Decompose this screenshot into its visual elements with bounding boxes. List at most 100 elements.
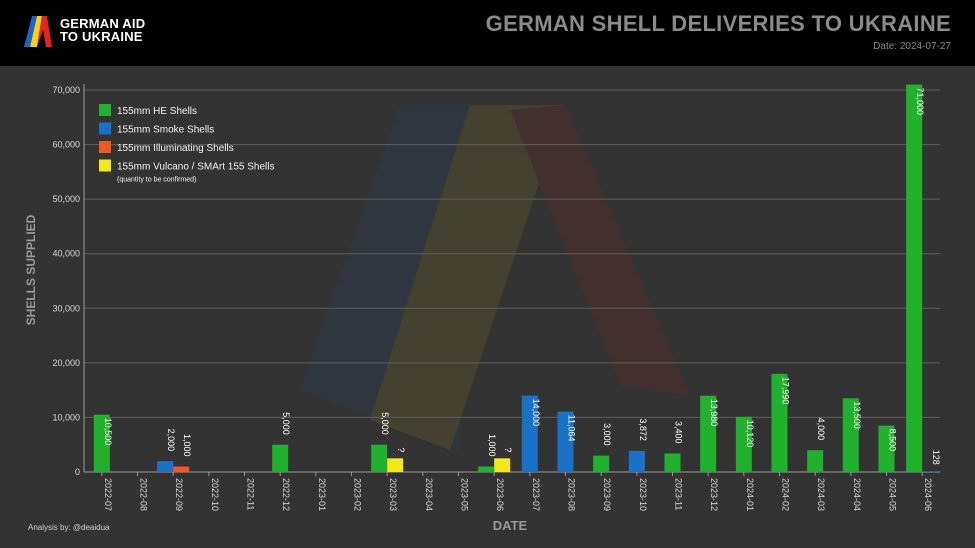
bar-smoke-2022-09: [157, 461, 174, 472]
bar-value-label: 8,500: [888, 429, 898, 452]
legend-note: (quantity to be confirmed): [117, 177, 196, 184]
x-tick-label: 2024-02: [781, 478, 791, 511]
bar-value-label: 17,990: [781, 377, 791, 405]
legend-swatch-vulcano: [99, 159, 111, 172]
x-tick-label: 2024-05: [888, 478, 898, 511]
bar-value-label: 1,000: [487, 434, 497, 457]
y-tick-label: 60,000: [52, 140, 80, 150]
bar-smoke-2024-06: [922, 471, 939, 472]
y-tick-label: 20,000: [52, 358, 80, 368]
bar-value-label: 11,064: [567, 415, 577, 442]
bar-value-label: 2,000: [166, 429, 176, 452]
legend-swatch-smoke: [99, 122, 111, 135]
chart-date: Date: 2024-07-27: [873, 41, 951, 52]
bar-value-label: 14,000: [531, 399, 541, 427]
bar-value-label: ?: [396, 447, 406, 452]
x-tick-label: 2023-08: [567, 478, 577, 511]
x-tick-label: 2024-01: [745, 478, 755, 511]
y-tick-label: 50,000: [52, 194, 80, 204]
bar-value-label: 4,000: [816, 418, 826, 441]
x-tick-label: 2022-10: [210, 478, 220, 511]
logo-line-1: GERMAN AID: [60, 16, 146, 31]
x-tick-label: 2022-12: [281, 478, 291, 511]
bar-smoke-2023-08: [557, 411, 574, 472]
aid-logo-icon: [24, 16, 52, 47]
x-tick-label: 2023-05: [460, 478, 470, 511]
legend-label-smoke: 155mm Smoke Shells: [117, 125, 214, 136]
bar-he-2023-11: [664, 453, 681, 472]
legend-swatch-he: [99, 104, 111, 116]
x-tick-label: 2023-01: [317, 478, 327, 511]
bar-illum-2022-09: [173, 466, 190, 472]
x-tick-label: 2023-09: [602, 478, 612, 511]
legend: 155mm HE Shells 155mm Smoke Shells 155mm I…: [99, 104, 274, 184]
bar-vulcano-2023-03: [387, 458, 404, 472]
y-axis: 0 10,000 20,000 30,000 40,000 50,000 60,000 70,…: [52, 84, 85, 477]
x-tick-label: 2023-03: [388, 478, 398, 511]
bar-he-2022-12: [272, 444, 289, 472]
chart-title: GERMAN SHELL DELIVERIES TO UKRAINE: [485, 11, 951, 36]
bar-he-2023-09: [593, 455, 610, 472]
watermark-logo: [300, 105, 690, 450]
bar-chart: 0 10,000 20,000 30,000 40,000 50,000 60,000 70,…: [24, 84, 941, 533]
legend-label-illum: 155mm Illuminating Shells: [117, 143, 234, 154]
logo-line-2: TO UKRAINE: [60, 29, 143, 44]
x-axis-title: DATE: [493, 518, 528, 533]
bar-he-2024-06: [906, 84, 923, 473]
bars: 10,500 2,000 1,000 5,000 5,000? 1,000 ? 14,000 1…: [93, 84, 941, 473]
bar-he-2023-12: [700, 395, 717, 472]
bar-value-label: 10,120: [745, 420, 755, 448]
bar-he-2023-06: [478, 466, 495, 472]
bar-he-2024-04: [842, 398, 859, 472]
bar-value-label: 1,000: [182, 434, 192, 457]
y-tick-label: 30,000: [52, 303, 80, 313]
x-tick-label: 2023-04: [424, 478, 434, 511]
legend-swatch-illum: [99, 141, 111, 153]
y-tick-label: 0: [75, 467, 80, 477]
x-tick-label: 2022-11: [246, 478, 256, 510]
bar-value-label: 13,500: [852, 401, 862, 429]
logo-text: GERMAN AID TO UKRAINE: [60, 17, 145, 43]
legend-label-he: 155mm HE Shells: [117, 106, 197, 117]
bar-value-label: 10,500: [103, 418, 113, 446]
x-tick-label: 2024-06: [923, 478, 933, 511]
x-tick-label: 2024-04: [852, 478, 862, 511]
bar-he-2024-03: [807, 450, 824, 472]
x-axis: 2022-07 2022-08 2022-09 2022-10 2022-11 2022-…: [101, 472, 933, 511]
x-tick-label: 2023-02: [353, 478, 363, 511]
x-tick-label: 2023-06: [495, 478, 505, 511]
bar-value-label: 3,872: [638, 418, 648, 441]
x-tick-label: 2022-09: [174, 478, 184, 511]
bar-value-label: 3,000: [602, 423, 612, 446]
gridlines: [84, 89, 940, 473]
bar-he-2024-05: [878, 425, 895, 472]
bar-he-2024-02: [771, 373, 788, 472]
bar-smoke-2023-07: [521, 395, 538, 472]
bar-value-label: ?: [503, 447, 513, 452]
bar-value-label: 71,000: [915, 88, 925, 116]
bar-vulcano-2023-06: [494, 458, 511, 472]
bar-value-label: 3,400: [674, 421, 684, 444]
header-bar: GERMAN AID TO UKRAINE GERMAN SHELL DELIV…: [0, 0, 975, 66]
x-tick-label: 2022-07: [103, 478, 113, 511]
bar-he-2024-01: [735, 416, 752, 472]
bar-value-label: 5,000: [281, 412, 291, 435]
bar-he-2023-03: [371, 444, 388, 472]
y-tick-label: 40,000: [52, 249, 80, 259]
y-tick-label: 70,000: [52, 85, 80, 95]
x-tick-label: 2023-11: [674, 478, 684, 510]
y-axis-title: SHELLS SUPPLIED: [24, 214, 38, 325]
bar-smoke-2023-10: [628, 450, 645, 472]
credit-text: Analysis by: @deaidua: [28, 523, 110, 532]
bar-he-2022-07: [93, 414, 110, 472]
x-tick-label: 2022-08: [139, 478, 149, 511]
y-tick-label: 10,000: [52, 412, 80, 422]
bar-value-label: 128: [931, 450, 941, 465]
x-tick-label: 2023-12: [709, 478, 719, 511]
bar-value-label: 5,000: [380, 412, 390, 435]
x-tick-label: 2023-10: [638, 478, 648, 511]
x-tick-label: 2023-07: [531, 478, 541, 511]
legend-label-vulcano: 155mm Vulcano / SMArt 155 Shells: [117, 162, 274, 173]
x-tick-label: 2024-03: [816, 478, 826, 511]
